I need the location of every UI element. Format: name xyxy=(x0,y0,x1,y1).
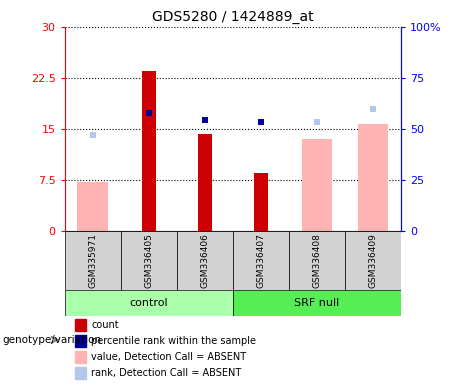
Bar xyxy=(345,231,401,290)
Bar xyxy=(198,134,212,231)
Text: percentile rank within the sample: percentile rank within the sample xyxy=(91,336,256,346)
Bar xyxy=(77,182,108,231)
Text: GSM336409: GSM336409 xyxy=(368,233,378,288)
Text: count: count xyxy=(91,320,119,330)
Bar xyxy=(65,231,121,290)
Text: genotype/variation: genotype/variation xyxy=(2,335,101,345)
Bar xyxy=(358,124,389,231)
Bar xyxy=(254,173,268,231)
Bar xyxy=(301,139,332,231)
Bar xyxy=(177,231,233,290)
Text: control: control xyxy=(130,298,168,308)
Title: GDS5280 / 1424889_at: GDS5280 / 1424889_at xyxy=(152,10,313,25)
Bar xyxy=(233,231,289,290)
Text: GSM336408: GSM336408 xyxy=(313,233,321,288)
Text: GSM335971: GSM335971 xyxy=(88,233,97,288)
Bar xyxy=(75,367,86,379)
Bar xyxy=(289,231,345,290)
Bar xyxy=(121,231,177,290)
Bar xyxy=(75,351,86,363)
Bar xyxy=(65,290,233,316)
Text: SRF null: SRF null xyxy=(294,298,340,308)
Text: value, Detection Call = ABSENT: value, Detection Call = ABSENT xyxy=(91,352,247,362)
Bar xyxy=(142,71,156,231)
Text: GSM336407: GSM336407 xyxy=(256,233,266,288)
Bar xyxy=(233,290,401,316)
Text: rank, Detection Call = ABSENT: rank, Detection Call = ABSENT xyxy=(91,368,242,378)
Text: GSM336406: GSM336406 xyxy=(200,233,209,288)
Bar xyxy=(75,335,86,347)
Text: GSM336405: GSM336405 xyxy=(144,233,153,288)
Bar xyxy=(75,319,86,331)
